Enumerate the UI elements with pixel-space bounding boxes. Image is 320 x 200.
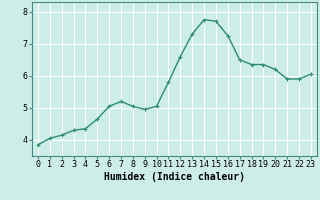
X-axis label: Humidex (Indice chaleur): Humidex (Indice chaleur): [104, 172, 245, 182]
